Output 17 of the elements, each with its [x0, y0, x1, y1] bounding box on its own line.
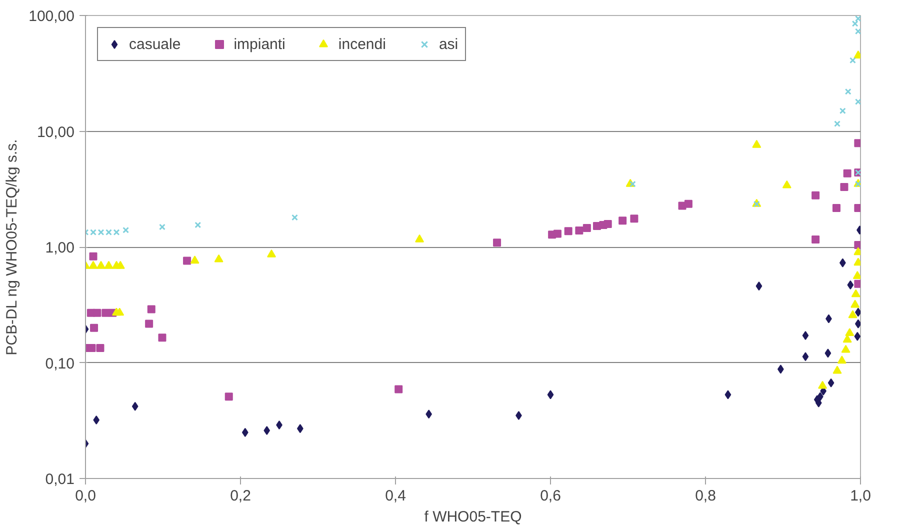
x-tick-label: 0,2: [230, 488, 251, 504]
legend-label: impianti: [234, 36, 286, 52]
x-tick-label: 0,8: [695, 488, 716, 504]
y-tick-label: 1,00: [45, 240, 75, 256]
y-tick-label: 0,10: [45, 355, 75, 372]
legend-label: asi: [438, 36, 459, 52]
x-tick-label: 0,0: [75, 488, 96, 504]
x-tick-label: 0,6: [540, 488, 561, 504]
y-tick-label: 0,01: [45, 471, 75, 488]
y-tick-label: 100,00: [28, 8, 75, 25]
legend-label: incendi: [338, 36, 386, 52]
y-tick-label: 10,00: [36, 124, 75, 141]
x-tick-label: 0,4: [385, 488, 406, 504]
y-axis-title: PCB-DL ng WHO05-TEQ/kg s.s.: [4, 139, 21, 356]
legend-label: casuale: [129, 36, 181, 52]
x-tick-label: 1,0: [850, 488, 871, 504]
x-axis-title: f WHO05-TEQ: [424, 508, 522, 526]
